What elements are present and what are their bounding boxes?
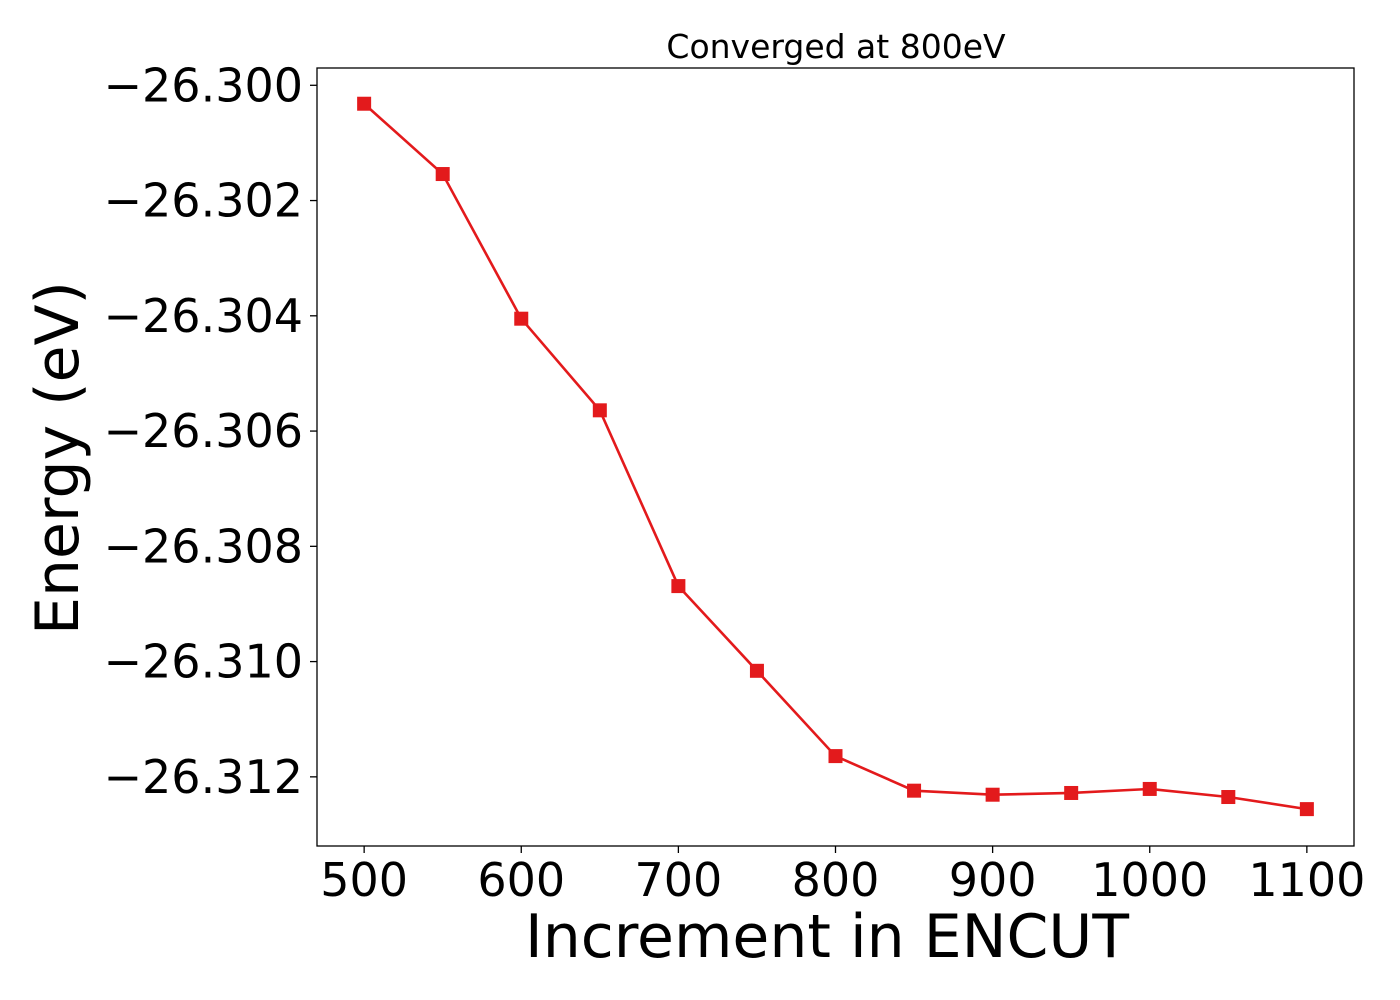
data-point bbox=[1142, 781, 1157, 796]
x-tick-label: 1000 bbox=[1091, 853, 1208, 907]
data-point bbox=[592, 403, 607, 418]
y-tick-label: −26.300 bbox=[104, 58, 304, 112]
data-point bbox=[828, 749, 843, 764]
plot-frame bbox=[316, 67, 1355, 847]
data-point bbox=[1299, 802, 1314, 817]
x-tick-label: 800 bbox=[792, 853, 880, 907]
y-axis-title: Energy (eV) bbox=[23, 281, 93, 635]
y-tick-label: −26.306 bbox=[104, 404, 304, 458]
x-tick-label: 500 bbox=[320, 853, 408, 907]
data-point bbox=[435, 167, 450, 182]
data-point bbox=[357, 96, 372, 111]
chart-title: Converged at 800eV bbox=[666, 27, 1006, 66]
data-point bbox=[749, 663, 764, 678]
y-tick-label: −26.302 bbox=[104, 174, 304, 228]
plot-area bbox=[316, 67, 1355, 847]
data-point bbox=[1064, 785, 1079, 800]
data-point bbox=[907, 783, 922, 798]
x-tick-label: 600 bbox=[477, 853, 565, 907]
x-axis-title: Increment in ENCUT bbox=[525, 902, 1129, 972]
x-tick-label: 900 bbox=[949, 853, 1037, 907]
y-axis-ticks: −26.300 −26.302 −26.304 −26.306 −26.308 −26.3… bbox=[104, 58, 317, 804]
y-tick-label: −26.308 bbox=[104, 519, 304, 573]
series-line bbox=[363, 102, 1308, 811]
y-tick-label: −26.310 bbox=[104, 635, 304, 689]
x-tick-label: 1100 bbox=[1248, 853, 1365, 907]
data-point bbox=[514, 311, 529, 326]
x-axis-ticks: 500 600 700 800 900 1000 1100 bbox=[320, 846, 1365, 907]
y-tick-label: −26.304 bbox=[104, 289, 304, 343]
y-tick-label: −26.312 bbox=[104, 750, 304, 804]
data-point bbox=[1221, 790, 1236, 805]
data-point bbox=[985, 787, 1000, 802]
x-tick-label: 700 bbox=[634, 853, 722, 907]
data-point bbox=[671, 579, 686, 594]
